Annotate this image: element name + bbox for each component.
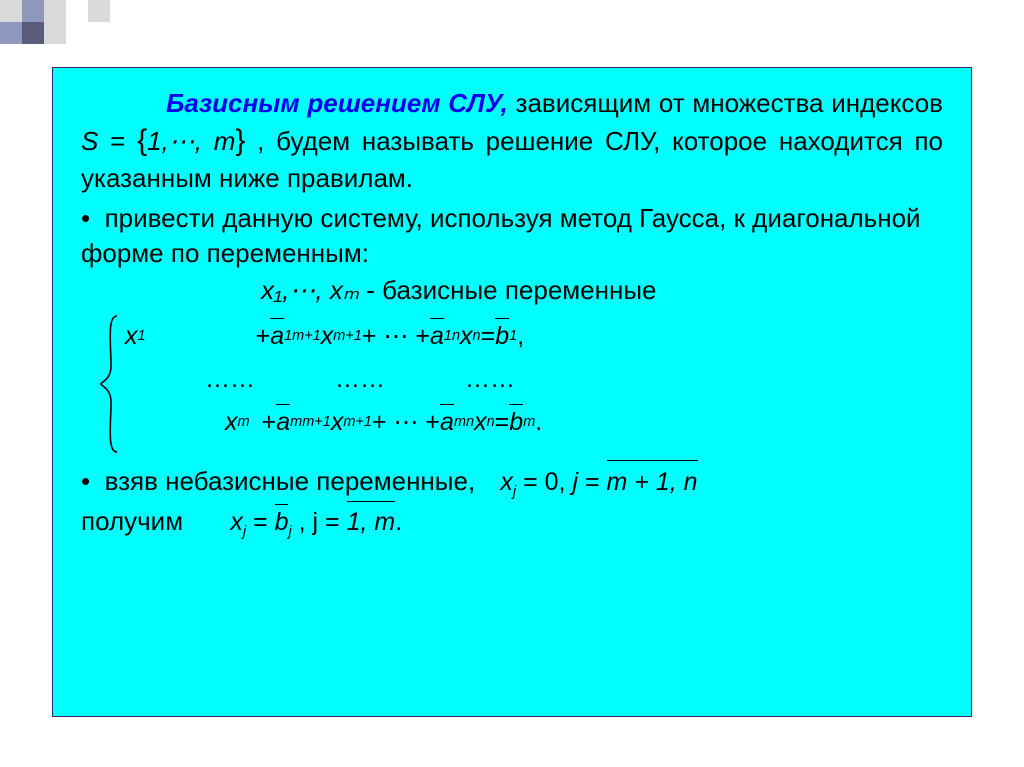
definition-paragraph: Базисным решением СЛУ, зависящим от множ… xyxy=(81,86,943,197)
equation-system: x1 + a1m+1xm+1 + ⋯ + a1nxn = b1, …… …… …… xyxy=(99,314,943,454)
r2-x: x xyxy=(225,406,238,440)
set-content: 1,⋯, m xyxy=(147,126,235,156)
r2-b: b xyxy=(509,408,523,436)
res-x: x xyxy=(230,508,243,536)
eq-dots-row: …… …… …… xyxy=(125,360,943,400)
left-brace-icon xyxy=(99,314,121,454)
result-line: получим xj = bj , j = 1, m. xyxy=(81,504,943,543)
r2-end: . xyxy=(535,406,542,440)
set-eq: = xyxy=(98,126,137,156)
res-eq: = xyxy=(246,508,275,536)
r1-a1: a xyxy=(270,322,284,350)
r2-a1sub: mm+1 xyxy=(290,413,331,433)
r1-xsub: 1 xyxy=(138,327,146,347)
r1-b: b xyxy=(495,322,509,350)
p1-after-term: зависящим от множества индексов xyxy=(508,88,943,118)
r1-xm1sub: m+1 xyxy=(333,327,362,347)
nb-range: m + 1, n xyxy=(607,468,698,496)
basis-label: - базисные переменные xyxy=(359,275,656,305)
bullet-2-line: • взяв небазисные переменные, xj = 0, j … xyxy=(81,464,943,503)
bullet-1: • привести данную систему, используя мет… xyxy=(81,201,943,271)
basis-vars-line: x₁,⋯, xₘ - базисные переменные xyxy=(261,273,943,308)
r2-xsub: m xyxy=(238,413,250,433)
r2-xn: x xyxy=(474,406,487,440)
set-S: S xyxy=(81,126,98,156)
term-basic-solution: Базисным решением СЛУ, xyxy=(166,88,508,118)
deco-square xyxy=(0,0,22,22)
slide-content: Базисным решением СЛУ, зависящим от множ… xyxy=(52,67,972,717)
brace-open: { xyxy=(137,124,147,157)
r1-a1sub: 1m+1 xyxy=(284,327,321,347)
r2-xm1sub: m+1 xyxy=(343,413,372,433)
deco-square xyxy=(44,22,66,44)
r1-bsub: 1 xyxy=(509,327,517,347)
nb-x: x xyxy=(500,468,513,496)
set-expression: S = {1,⋯, m} xyxy=(81,126,257,156)
dots-2: …… xyxy=(335,363,385,397)
r2-a2: a xyxy=(440,408,454,436)
dots-1: …… xyxy=(205,363,255,397)
bullet-2-text: взяв небазисные переменные, xyxy=(105,466,476,496)
r1-xm1: x xyxy=(321,320,334,354)
deco-square xyxy=(88,0,110,22)
eq-row-2: xm + amm+1xm+1 + ⋯ + amnxn = bm. xyxy=(125,400,943,446)
basis-vars: x₁,⋯, xₘ xyxy=(261,275,359,305)
r2-bsub: m xyxy=(523,413,535,433)
r1-x: x xyxy=(125,320,138,354)
res-range: 1, m xyxy=(347,508,396,536)
brace-close: } xyxy=(235,124,245,157)
dots-3: …… xyxy=(465,363,515,397)
r1-eq: = xyxy=(481,320,496,354)
r2-dots: + ⋯ + xyxy=(372,406,440,440)
res-b: b xyxy=(275,508,289,536)
r2-xnsub: n xyxy=(487,413,495,433)
bullet-1-text: привести данную систему, используя метод… xyxy=(81,203,921,268)
res-dot: . xyxy=(395,508,402,536)
r2-a2sub: mn xyxy=(454,413,474,433)
r1-end: , xyxy=(517,320,524,354)
r1-dots: + ⋯ + xyxy=(362,320,430,354)
r2-eq: = xyxy=(495,406,510,440)
r1-a2sub: 1n xyxy=(444,327,460,347)
r1-xnsub: n xyxy=(473,327,481,347)
eq-row-1: x1 + a1m+1xm+1 + ⋯ + a1nxn = b1, xyxy=(125,314,943,360)
r1-a2: a xyxy=(430,322,444,350)
deco-square xyxy=(22,0,44,22)
deco-square xyxy=(22,22,44,44)
nonbasic-condition: xj = 0, j = m + 1, n xyxy=(500,466,697,503)
result-expression: xj = bj , j = 1, m. xyxy=(230,508,402,536)
r2-a1: a xyxy=(276,408,290,436)
deco-square xyxy=(44,0,66,22)
result-word: получим xyxy=(81,506,183,536)
r2-xm1: x xyxy=(331,406,344,440)
deco-square xyxy=(0,22,22,44)
corner-decoration xyxy=(0,0,220,55)
r1-xn: x xyxy=(460,320,473,354)
nb-eq0: = 0, xyxy=(516,468,572,496)
res-tail: , j = xyxy=(292,508,347,536)
